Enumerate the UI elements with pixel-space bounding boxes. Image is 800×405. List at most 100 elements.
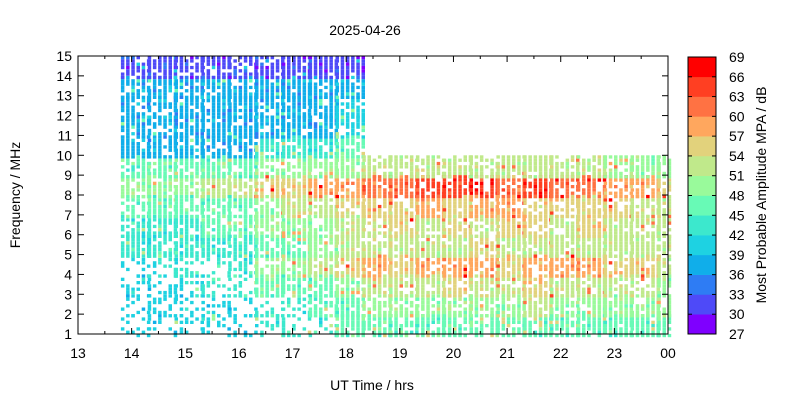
heatmap-cell <box>319 320 323 324</box>
heatmap-cell <box>195 221 199 225</box>
heatmap-cell <box>409 257 414 262</box>
heatmap-cell <box>228 95 232 99</box>
heatmap-cell <box>453 185 457 189</box>
heatmap-cell <box>136 118 140 123</box>
heatmap-cell <box>228 234 232 238</box>
heatmap-cell <box>211 171 216 176</box>
heatmap-cell <box>389 211 393 215</box>
heatmap-cell <box>211 56 216 60</box>
heatmap-cell <box>335 294 339 298</box>
heatmap-cell <box>389 257 393 262</box>
heatmap-cell <box>190 138 194 142</box>
heatmap-cell <box>356 171 360 176</box>
heatmap-cell <box>222 171 226 176</box>
heatmap-cell <box>227 221 231 225</box>
heatmap-cell <box>281 241 286 245</box>
heatmap-cell <box>179 231 184 235</box>
heatmap-cell <box>147 251 152 255</box>
heatmap-cell <box>324 281 328 285</box>
heatmap-cell <box>120 191 125 195</box>
heatmap-cell <box>184 112 189 116</box>
heatmap-cell <box>275 185 280 189</box>
heatmap-cell <box>340 294 345 298</box>
heatmap-cell <box>265 108 269 113</box>
heatmap-cell <box>431 211 435 215</box>
heatmap-cell <box>270 257 275 262</box>
heatmap-cell <box>302 171 307 176</box>
heatmap-cell <box>120 307 125 311</box>
heatmap-cell <box>351 158 355 162</box>
heatmap-cell <box>308 151 313 156</box>
heatmap-cell <box>265 204 269 209</box>
heatmap-cell <box>292 125 296 129</box>
heatmap-cell <box>340 214 345 219</box>
heatmap-cell <box>421 300 425 305</box>
heatmap-cell <box>345 284 350 288</box>
heatmap-cell <box>120 201 125 205</box>
heatmap-cell <box>335 310 339 315</box>
heatmap-cell <box>168 85 172 90</box>
heatmap-cell <box>389 294 393 298</box>
heatmap-cell <box>313 122 318 126</box>
heatmap-cell <box>313 95 318 99</box>
heatmap-cell <box>319 208 323 212</box>
heatmap-cell <box>463 307 467 311</box>
heatmap-cell <box>168 214 172 219</box>
heatmap-cell <box>383 234 387 238</box>
heatmap-cell <box>389 247 393 252</box>
heatmap-cell <box>329 142 333 146</box>
heatmap-cell <box>168 204 172 209</box>
heatmap-cell <box>206 198 211 202</box>
heatmap-cell <box>302 228 307 232</box>
heatmap-cell <box>217 82 221 86</box>
heatmap-cell <box>399 271 403 275</box>
heatmap-cell <box>302 310 307 315</box>
heatmap-cell <box>228 211 232 215</box>
heatmap-cell <box>131 175 135 179</box>
heatmap-cell <box>458 214 462 219</box>
heatmap-cell <box>141 115 146 119</box>
heatmap-cell <box>168 158 172 162</box>
heatmap-cell <box>463 264 467 268</box>
heatmap-cell <box>453 161 457 166</box>
heatmap-cell <box>222 188 226 192</box>
heatmap-cell <box>436 234 441 238</box>
heatmap-cell <box>313 82 318 86</box>
heatmap-cell <box>211 221 216 225</box>
heatmap-cell <box>254 118 258 123</box>
heatmap-cell <box>126 72 130 76</box>
heatmap-cell <box>340 324 345 328</box>
heatmap-cell <box>249 224 253 229</box>
heatmap-cell <box>195 148 199 152</box>
heatmap-cell <box>126 59 130 63</box>
heatmap-cell <box>307 274 312 278</box>
heatmap-cell <box>287 231 291 235</box>
heatmap-cell <box>222 72 226 76</box>
heatmap-cell <box>168 69 172 73</box>
heatmap-cell <box>190 92 194 96</box>
heatmap-cell <box>260 132 264 136</box>
heatmap-cell <box>463 178 467 182</box>
heatmap-cell <box>302 195 307 199</box>
heatmap-cell <box>415 204 420 209</box>
heatmap-cell <box>367 208 371 212</box>
heatmap-cell <box>158 261 162 265</box>
heatmap-cell <box>474 333 479 338</box>
heatmap-cell <box>313 290 318 295</box>
heatmap-cell <box>120 188 125 192</box>
heatmap-cell <box>173 138 178 142</box>
heatmap-cell <box>238 161 243 166</box>
heatmap-cell <box>136 198 140 202</box>
heatmap-cell <box>136 151 140 156</box>
heatmap-cell <box>136 161 140 166</box>
heatmap-cell <box>222 300 226 305</box>
heatmap-cell <box>329 62 333 66</box>
heatmap-cell <box>345 56 350 60</box>
heatmap-cell <box>302 72 307 76</box>
heatmap-cell <box>308 175 313 179</box>
heatmap-cell <box>260 333 264 338</box>
heatmap-cell <box>351 195 355 199</box>
heatmap-cell <box>324 327 328 331</box>
heatmap-cell <box>163 314 167 318</box>
heatmap-cell <box>345 151 350 156</box>
